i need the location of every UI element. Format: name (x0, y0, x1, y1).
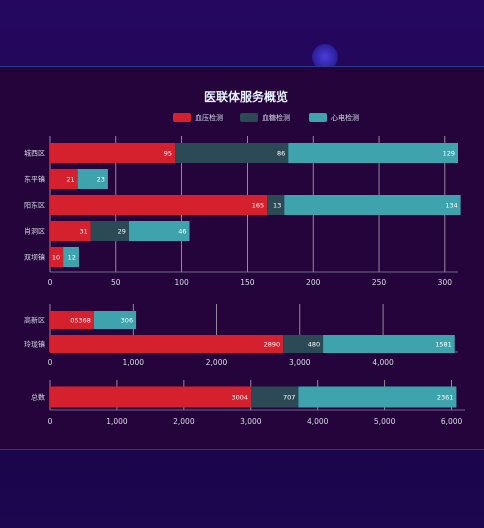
x-tick-label-0-3: 150 (240, 278, 255, 287)
x-tick-label-0-6: 300 (438, 278, 453, 287)
x-tick-label-1-2: 2,000 (206, 358, 228, 367)
bar-1-0-0 (50, 311, 94, 329)
bar-value-label-0-0-2: 165 (252, 202, 264, 210)
legend-swatch-2 (309, 113, 327, 122)
category-label-1-1: 玲珑镇 (24, 340, 45, 349)
bar-1-2-1 (323, 335, 455, 353)
bar-value-label-2-0-0: 3004 (232, 394, 249, 402)
chart-title: 医联体服务概览 (204, 89, 288, 104)
x-tick-label-2-4: 4,000 (307, 417, 329, 426)
x-tick-label-2-1: 1,000 (106, 417, 128, 426)
bar-0-1-0 (175, 143, 289, 163)
bar-value-label-1-1-1: 480 (308, 341, 320, 349)
x-tick-label-0-0: 0 (48, 278, 53, 287)
x-tick-label-0-1: 50 (111, 278, 121, 287)
x-tick-label-2-5: 5,000 (374, 417, 396, 426)
x-tick-label-2-2: 2,000 (173, 417, 195, 426)
bar-0-2-1 (77, 169, 108, 189)
category-label-0-1: 东平镇 (24, 175, 45, 184)
bar-0-1-3 (90, 221, 129, 241)
legend-label-2: 心电检测 (331, 113, 359, 122)
bar-0-0-0 (50, 143, 176, 163)
category-label-0-4: 双坝镇 (24, 253, 45, 262)
x-tick-label-2-6: 6,000 (441, 417, 463, 426)
bar-value-label-0-0-0: 95 (164, 150, 172, 158)
x-tick-label-2-0: 0 (48, 417, 53, 426)
category-label-1-0: 高新区 (24, 316, 45, 325)
bar-1-2-0 (93, 311, 137, 329)
bar-0-1-2 (267, 195, 285, 215)
category-label-0-0: 城西区 (24, 150, 45, 158)
legend: 血压检测 血糖检测 心电检测 (173, 113, 359, 122)
bar-2-1-0 (251, 386, 299, 408)
bar-0-2-2 (284, 195, 461, 215)
bar-value-label-0-1-3: 29 (118, 228, 126, 236)
x-tick-label-0-2: 100 (174, 278, 189, 287)
bar-value-label-1-2-1: 1581 (435, 341, 452, 349)
bar-value-label-0-0-4: 10 (52, 254, 60, 262)
bar-value-label-0-2-3: 46 (178, 228, 186, 236)
bar-value-label-1-0-0: 05368 (70, 317, 91, 325)
bar-value-label-0-2-4: 12 (68, 254, 76, 262)
bar-2-0-0 (50, 386, 252, 408)
bar-value-label-0-2-2: 134 (445, 202, 457, 210)
bar-2-2-0 (298, 386, 457, 408)
legend-label-0: 血压检测 (195, 113, 223, 122)
glow-decoration (312, 44, 338, 70)
bar-0-2-0 (288, 143, 458, 163)
bar-0-0-2 (50, 195, 268, 215)
chart-panel (0, 66, 484, 450)
x-tick-label-2-3: 3,000 (240, 417, 262, 426)
x-tick-label-0-4: 200 (306, 278, 321, 287)
bar-value-label-0-0-3: 31 (80, 228, 88, 236)
category-label-0-3: 肖洞区 (24, 227, 45, 236)
bar-0-0-3 (50, 221, 91, 241)
x-tick-label-1-1: 1,000 (123, 358, 145, 367)
bar-value-label-0-1-0: 86 (277, 150, 285, 158)
bar-value-label-0-0-1: 21 (66, 176, 74, 184)
category-label-2-0: 总数 (31, 393, 45, 402)
bar-value-label-0-1-2: 13 (273, 202, 281, 210)
legend-label-1: 血糖检测 (262, 113, 290, 122)
bar-value-label-1-2-0: 306 (121, 317, 133, 325)
x-tick-label-0-5: 250 (372, 278, 387, 287)
x-tick-label-1-0: 0 (48, 358, 53, 367)
legend-swatch-0 (173, 113, 191, 122)
x-tick-label-1-4: 4,000 (372, 358, 394, 367)
bar-value-label-0-2-0: 129 (443, 150, 455, 158)
x-tick-label-1-3: 3,000 (289, 358, 311, 367)
bar-0-0-4 (50, 247, 64, 267)
legend-swatch-1 (240, 113, 258, 122)
bar-0-0-1 (50, 169, 78, 189)
bar-value-label-0-2-1: 23 (97, 176, 105, 184)
bar-0-2-4 (63, 247, 79, 267)
bar-value-label-1-0-1: 2890 (264, 341, 281, 349)
bar-0-2-3 (128, 221, 190, 241)
bar-value-label-2-1-0: 707 (283, 394, 295, 402)
bar-1-1-1 (283, 335, 324, 353)
bar-value-label-2-2-0: 2361 (437, 394, 454, 402)
category-label-0-2: 阳东区 (24, 201, 45, 210)
bar-1-0-1 (50, 335, 284, 353)
